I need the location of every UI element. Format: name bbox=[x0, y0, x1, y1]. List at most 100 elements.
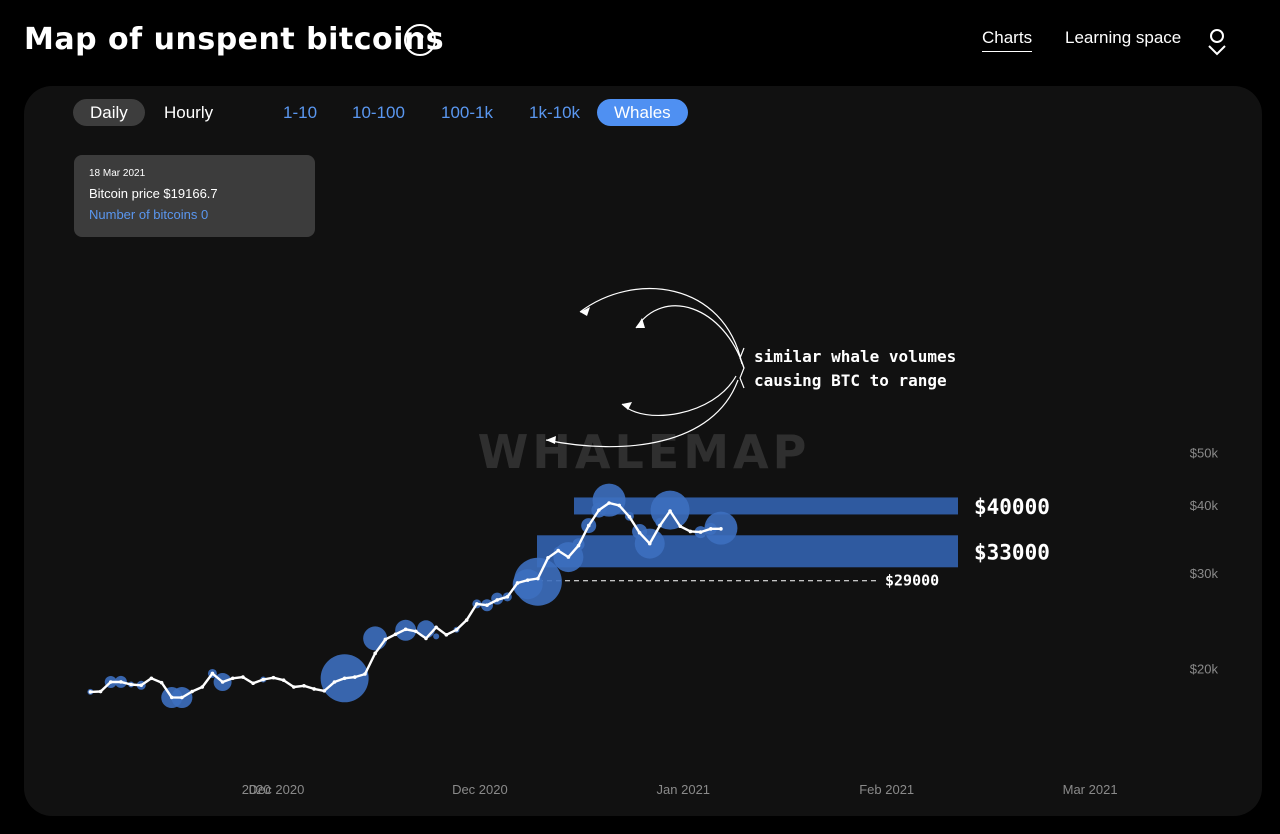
price-point bbox=[302, 683, 306, 688]
x-tick-label: Mar 2021 bbox=[1063, 782, 1118, 797]
hourly-toggle[interactable]: Hourly bbox=[164, 103, 214, 122]
price-point bbox=[353, 675, 357, 679]
price-point bbox=[536, 576, 540, 581]
price-point bbox=[688, 529, 693, 534]
price-point bbox=[342, 676, 347, 681]
whale-bubble bbox=[433, 633, 440, 640]
header: Map of unspent bitcoins ? Charts Learnin… bbox=[0, 0, 1280, 86]
price-point bbox=[434, 625, 438, 630]
price-point bbox=[485, 603, 489, 608]
price-point bbox=[322, 689, 327, 693]
price-point bbox=[241, 675, 245, 679]
price-point bbox=[597, 508, 601, 512]
price-point bbox=[546, 556, 550, 560]
whale-bubble bbox=[513, 557, 562, 606]
y-tick-label: $30k bbox=[1190, 566, 1219, 581]
price-point bbox=[475, 602, 479, 606]
price-point bbox=[414, 629, 418, 634]
price-point bbox=[200, 685, 205, 689]
price-point bbox=[424, 636, 428, 641]
price-level-label: $40000 bbox=[974, 495, 1050, 519]
price-point bbox=[556, 548, 561, 553]
price-point bbox=[108, 680, 113, 684]
annotation-arrowheads bbox=[546, 307, 645, 444]
price-point bbox=[119, 680, 123, 684]
nav-learning-space[interactable]: Learning space bbox=[1065, 28, 1182, 47]
annotation-arrow bbox=[621, 375, 737, 416]
annotation-note: causing BTC to range bbox=[754, 371, 947, 390]
price-point bbox=[373, 651, 377, 656]
price-point bbox=[220, 680, 225, 684]
page-title: Map of unspent bitcoins bbox=[24, 22, 445, 57]
price-point bbox=[332, 680, 337, 684]
annotation-arrow bbox=[579, 287, 743, 365]
arrowhead bbox=[546, 436, 556, 444]
tooltip-count: Number of bitcoins 0 bbox=[89, 207, 209, 222]
price-level-band bbox=[537, 535, 958, 568]
price-point bbox=[719, 527, 723, 531]
price-point bbox=[708, 527, 713, 531]
price-point bbox=[525, 578, 530, 582]
x-tick-label: Feb 2021 bbox=[859, 782, 914, 797]
range-100-1k[interactable]: 100-1k bbox=[441, 103, 493, 122]
range-1k-10k[interactable]: 1k-10k bbox=[529, 103, 581, 122]
price-point bbox=[617, 503, 622, 508]
price-point bbox=[312, 687, 316, 691]
x-tick-label: 2020 bbox=[242, 782, 271, 797]
watermark: WHALEMAP bbox=[478, 425, 811, 479]
price-point bbox=[210, 671, 215, 676]
price-point bbox=[98, 689, 103, 694]
annotation-note: similar whale volumes bbox=[754, 347, 956, 366]
user-icon[interactable] bbox=[1205, 28, 1229, 56]
range-10-100[interactable]: 10-100 bbox=[352, 103, 405, 122]
price-point bbox=[566, 555, 571, 559]
x-tick-label: Dec 2020 bbox=[452, 782, 508, 797]
price-point bbox=[586, 523, 591, 528]
price-point bbox=[149, 676, 154, 681]
price-point bbox=[159, 680, 164, 685]
price-point bbox=[291, 685, 296, 689]
annotation-bracket bbox=[739, 347, 745, 389]
price-point bbox=[139, 683, 144, 688]
price-point bbox=[454, 627, 459, 632]
price-point bbox=[698, 530, 703, 534]
price-point bbox=[230, 676, 235, 681]
x-tick-label: Dec 2020 bbox=[249, 782, 305, 797]
price-point bbox=[129, 682, 133, 687]
price-point bbox=[668, 509, 672, 513]
price-point bbox=[251, 681, 255, 686]
tooltip: 18 Mar 2021 Bitcoin price $19166.7 Numbe… bbox=[74, 155, 315, 237]
tooltip-price: Bitcoin price $19166.7 bbox=[89, 186, 218, 201]
price-point bbox=[180, 695, 184, 700]
y-tick-label: $20k bbox=[1190, 661, 1219, 676]
price-point bbox=[281, 678, 286, 682]
price-point bbox=[515, 581, 520, 585]
price-level-band bbox=[574, 497, 958, 515]
help-button[interactable]: ? bbox=[404, 24, 436, 56]
annotation-arrow bbox=[545, 379, 739, 448]
price-point bbox=[658, 523, 662, 528]
price-point bbox=[505, 595, 510, 599]
range-whales[interactable]: Whales bbox=[597, 99, 688, 126]
range-1-10[interactable]: 1-10 bbox=[283, 103, 318, 122]
price-line bbox=[90, 501, 721, 699]
price-point bbox=[271, 675, 276, 680]
price-point bbox=[464, 618, 469, 622]
daily-toggle[interactable]: Daily bbox=[73, 99, 145, 126]
annotation-arrows bbox=[545, 287, 745, 448]
price-point bbox=[393, 632, 398, 637]
price-point bbox=[637, 530, 642, 535]
price-point bbox=[190, 689, 194, 694]
price-level-label: $33000 bbox=[974, 540, 1050, 564]
price-point bbox=[607, 501, 611, 505]
price-point bbox=[627, 515, 632, 519]
price-point bbox=[576, 543, 581, 548]
arrowhead bbox=[636, 318, 645, 328]
x-tick-label: Jan 2021 bbox=[657, 782, 711, 797]
price-point bbox=[647, 541, 652, 546]
price-point bbox=[444, 633, 449, 637]
nav-charts[interactable]: Charts bbox=[982, 28, 1033, 52]
price-point bbox=[678, 524, 683, 529]
arrowhead bbox=[580, 307, 590, 316]
